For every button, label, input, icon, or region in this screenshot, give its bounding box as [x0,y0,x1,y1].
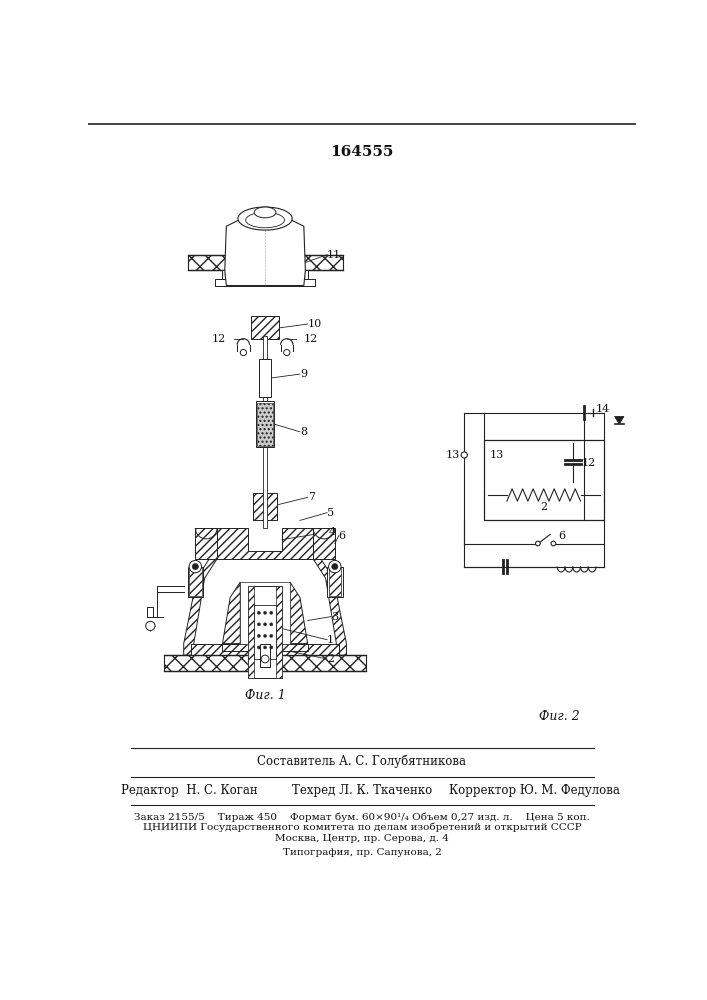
Circle shape [329,560,341,573]
Polygon shape [290,582,308,644]
Circle shape [270,623,273,626]
Polygon shape [313,528,335,559]
Ellipse shape [238,207,292,230]
Ellipse shape [246,212,284,228]
Text: 164555: 164555 [330,145,394,159]
Text: Заказ 2155/5    Тираж 450    Формат бум. 60×90¹/₄ Объем 0,27 изд. л.    Цена 5 к: Заказ 2155/5 Тираж 450 Формат бум. 60×90… [134,812,590,822]
Circle shape [257,611,260,614]
Text: 12: 12 [304,334,318,344]
Text: ЦНИИПИ Государственного комитета по делам изобретений и открытий СССР: ЦНИИПИ Государственного комитета по дела… [143,823,581,832]
Bar [187,567,203,597]
Circle shape [264,634,267,637]
Polygon shape [217,528,313,559]
Circle shape [261,655,269,663]
Circle shape [270,634,273,637]
Bar [255,605,276,659]
Ellipse shape [255,207,276,218]
Circle shape [264,646,267,649]
Text: 4: 4 [329,527,336,537]
Text: 14: 14 [596,404,610,414]
Text: 11: 11 [327,250,341,260]
Circle shape [461,452,467,458]
Polygon shape [195,528,217,559]
Polygon shape [164,655,366,671]
Circle shape [257,646,260,649]
Text: Фиг. 1: Фиг. 1 [245,689,286,702]
Polygon shape [184,559,217,655]
Text: 6: 6 [339,531,346,541]
Bar [253,493,276,520]
Bar [251,316,279,339]
Text: 2: 2 [540,502,547,512]
Bar [257,403,273,446]
Text: 13: 13 [490,450,504,460]
Circle shape [270,611,273,614]
Bar [248,586,255,678]
Bar [223,270,308,279]
Bar [215,279,315,286]
Text: 12: 12 [582,458,596,468]
Text: 2: 2 [327,654,334,664]
Polygon shape [187,255,343,270]
Text: 13: 13 [446,450,460,460]
Text: Корректор Ю. М. Федулова: Корректор Ю. М. Федулова [448,784,619,797]
Circle shape [257,634,260,637]
Polygon shape [223,644,308,651]
Circle shape [192,564,199,570]
Bar [256,401,274,447]
Text: Техред Л. К. Ткаченко: Техред Л. К. Ткаченко [292,784,432,797]
Circle shape [535,541,540,546]
Bar [260,644,270,667]
Circle shape [551,541,556,546]
Text: 6: 6 [558,531,565,541]
Circle shape [257,623,260,626]
Bar [248,586,282,678]
Circle shape [146,621,155,631]
Polygon shape [313,559,346,655]
Circle shape [332,564,338,570]
Bar [327,567,343,597]
Text: 1: 1 [327,635,334,645]
Text: 12: 12 [212,334,226,344]
Text: 10: 10 [308,319,322,329]
Polygon shape [225,219,305,286]
Text: 7: 7 [308,492,315,502]
Bar [263,336,267,528]
Bar [276,586,282,678]
Circle shape [270,646,273,649]
Circle shape [189,560,201,573]
Bar [189,568,201,596]
Polygon shape [223,582,240,644]
Text: Редактор  Н. С. Коган: Редактор Н. С. Коган [121,784,257,797]
Bar [259,359,271,397]
Text: Составитель А. С. Голубятникова: Составитель А. С. Голубятникова [257,755,467,768]
Text: 8: 8 [300,427,307,437]
Bar [147,607,153,617]
Polygon shape [192,644,339,655]
Polygon shape [240,582,290,644]
Text: Москва, Центр, пр. Серова, д. 4: Москва, Центр, пр. Серова, д. 4 [275,834,449,843]
Text: 5: 5 [327,508,334,518]
Polygon shape [614,416,624,424]
Text: Типография, пр. Сапунова, 2: Типография, пр. Сапунова, 2 [283,848,441,857]
Text: 3: 3 [331,612,338,622]
Circle shape [264,611,267,614]
Bar [484,440,604,520]
Text: Фиг. 2: Фиг. 2 [539,710,580,723]
Text: 9: 9 [300,369,307,379]
Circle shape [264,623,267,626]
Bar [329,568,341,596]
